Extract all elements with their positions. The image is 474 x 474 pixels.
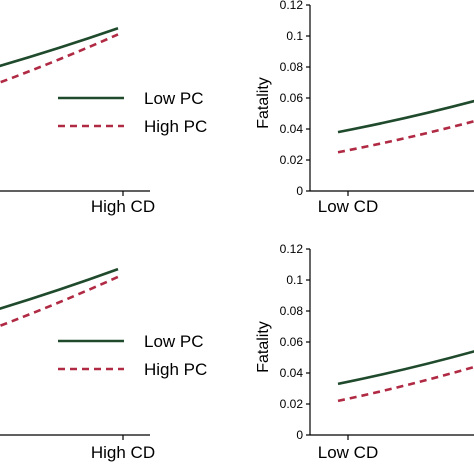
bottom-left-series-low-pc [0, 267, 119, 310]
bottom-left-legend-label: Low PC [144, 332, 204, 351]
bottom-right-y-tick-label: 0 [296, 428, 303, 442]
bottom-right-y-tick-label: 0.02 [280, 397, 304, 411]
top-right-y-tick-label: 0.06 [280, 91, 304, 105]
top-right-y-tick-label: 0.04 [280, 122, 304, 136]
top-right-series-high-pc [337, 119, 474, 154]
top-right-y-tick-label: 0 [296, 184, 303, 198]
bottom-right-y-tick-label: 0.04 [280, 366, 304, 380]
top-right-y-tick-label: 0.12 [280, 0, 304, 12]
top-left-legend-label: Low PC [144, 89, 204, 108]
bottom-right-y-tick-label: 0.08 [280, 304, 304, 318]
top-right-y-tick-label: 0.02 [280, 153, 304, 167]
bottom-right-series-high-pc [337, 365, 474, 403]
bottom-left-legend-label: High PC [144, 360, 207, 379]
bottom-right-y-tick-label: 0.1 [286, 273, 303, 287]
top-left-series-low-pc [0, 27, 119, 68]
bottom-right-y-axis-title: Fatality [255, 321, 272, 373]
bottom-right-y-tick-label: 0.06 [280, 335, 304, 349]
top-right-category-label: Low CD [318, 197, 378, 216]
top-left-category-label: High CD [91, 197, 155, 216]
top-left-legend-label: High PC [144, 117, 207, 136]
top-right-series-low-pc [337, 99, 474, 134]
top-right-y-tick-label: 0.08 [280, 60, 304, 74]
top-right-y-axis-title: Fatality [255, 77, 272, 129]
bottom-right-y-tick-label: 0.12 [280, 242, 304, 256]
bottom-right-series-low-pc [337, 350, 474, 386]
bottom-left-series-high-pc [0, 275, 119, 328]
bottom-right-category-label: Low CD [318, 443, 378, 462]
bottom-left-category-label: High CD [91, 443, 155, 462]
top-right-y-tick-label: 0.1 [286, 29, 303, 43]
top-left-series-high-pc [0, 33, 119, 84]
